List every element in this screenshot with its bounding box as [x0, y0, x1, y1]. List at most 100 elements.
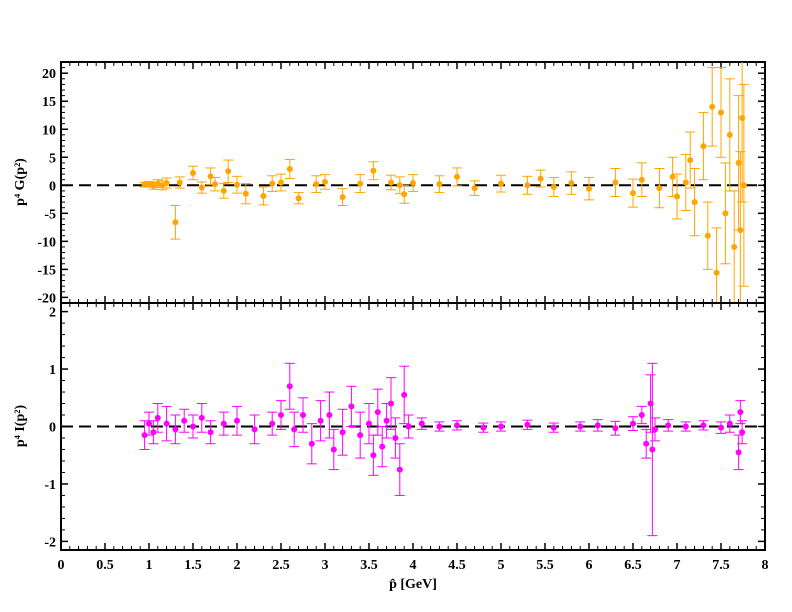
bottom-data-point — [172, 426, 179, 433]
top-y-tick-label: -20 — [37, 291, 56, 306]
top-data-point — [207, 173, 214, 180]
bottom-data-point — [649, 446, 656, 453]
top-y-tick-label: 10 — [42, 123, 56, 138]
top-data-point — [722, 210, 729, 217]
bottom-data-point — [326, 412, 333, 419]
top-y-axis-label: p⁴ G(p²) — [13, 158, 28, 206]
bottom-data-point — [220, 420, 227, 427]
bottom-data-point — [612, 425, 619, 432]
bottom-data-point — [418, 420, 425, 427]
bottom-y-tick-label: -1 — [44, 478, 56, 493]
bottom-data-point — [300, 412, 306, 419]
top-y-tick-label: 0 — [49, 179, 56, 194]
top-data-point — [709, 103, 716, 110]
bottom-data-point — [251, 426, 258, 433]
top-data-point — [704, 232, 711, 239]
x-tick-label: 2.5 — [272, 558, 290, 573]
top-data-point — [278, 179, 284, 186]
top-data-point — [357, 180, 364, 187]
top-data-point — [687, 157, 694, 164]
bottom-data-point — [405, 423, 412, 430]
bottom-data-point — [146, 420, 152, 427]
top-data-points — [139, 62, 749, 303]
x-tick-label: 5 — [498, 558, 505, 573]
x-axis-label: p̂ [GeV] — [389, 577, 437, 592]
bottom-data-point — [374, 409, 381, 416]
top-data-point — [454, 173, 460, 180]
x-tick-label: 2 — [234, 558, 241, 573]
top-y-tick-label: -5 — [44, 207, 56, 222]
top-data-point — [700, 143, 707, 150]
top-data-point — [269, 180, 276, 187]
top-data-point — [550, 183, 557, 190]
bottom-data-point — [339, 429, 346, 436]
x-tick-label: 5.5 — [536, 558, 554, 573]
top-data-point — [176, 179, 183, 186]
bottom-data-point — [665, 422, 672, 429]
top-data-point — [713, 269, 720, 276]
bottom-data-point — [388, 400, 394, 407]
bottom-data-point — [638, 412, 645, 419]
bottom-data-point — [401, 391, 408, 398]
x-tick-label: 3 — [322, 558, 329, 573]
bottom-data-point — [643, 440, 650, 447]
top-data-point — [234, 181, 240, 188]
top-data-point — [141, 181, 148, 188]
bottom-data-point — [370, 452, 377, 459]
top-data-point — [339, 194, 346, 201]
x-tick-label: 6.5 — [624, 558, 642, 573]
bottom-data-point — [737, 409, 744, 416]
bottom-data-point — [392, 434, 399, 441]
top-data-point — [612, 179, 619, 186]
top-data-point — [524, 182, 531, 189]
top-y-tick-label: -10 — [37, 235, 56, 250]
x-tick-label: 3.5 — [360, 558, 378, 573]
top-panel: -20 -15 -10 -5 0 5 10 15 20 p⁴ G(p²) — [13, 61, 766, 306]
bottom-data-point — [735, 449, 742, 456]
top-data-point — [718, 109, 724, 116]
top-data-point — [163, 180, 170, 187]
bottom-y-tick-label: 0 — [49, 421, 56, 436]
bottom-y-tick-label: 1 — [49, 363, 56, 378]
top-data-point — [737, 227, 744, 234]
top-y-tick-label: -15 — [37, 263, 56, 278]
bottom-data-point — [163, 420, 170, 427]
bottom-data-point — [652, 426, 658, 433]
top-data-point — [172, 219, 179, 226]
x-tick-label: 4 — [410, 558, 417, 573]
top-y-tick-label: 15 — [42, 95, 56, 110]
bottom-data-point — [739, 429, 746, 436]
bottom-data-point — [524, 421, 531, 428]
bottom-data-point — [330, 446, 337, 453]
bottom-data-point — [454, 422, 460, 429]
bottom-data-point — [278, 412, 284, 419]
bottom-panel-ticks: 0 0.5 1 1.5 2 2.5 3 3.5 4 4.5 5 5.5 6 6.5 7 7.5 8 -2 -1 0 1 2 — [44, 303, 769, 573]
bottom-data-point — [379, 443, 386, 450]
x-tick-label: 0 — [58, 558, 65, 573]
bottom-data-point — [269, 420, 276, 427]
bottom-data-point — [630, 420, 636, 427]
top-data-point — [691, 199, 698, 206]
bottom-data-point — [594, 422, 601, 429]
top-data-point — [313, 181, 320, 188]
top-data-point — [726, 131, 733, 138]
top-data-point — [410, 180, 416, 187]
top-data-point — [212, 181, 218, 188]
x-tick-label: 1 — [146, 558, 153, 573]
bottom-data-point — [383, 417, 390, 424]
bottom-data-point — [498, 423, 504, 430]
bottom-y-axis-label: p⁴ I(p²) — [13, 405, 28, 448]
top-data-point — [471, 185, 478, 192]
bottom-data-point — [577, 423, 584, 430]
top-data-point — [674, 193, 680, 200]
top-data-point — [401, 191, 408, 198]
top-data-point — [731, 243, 738, 250]
top-data-point — [740, 182, 747, 189]
top-y-tick-label: 20 — [42, 67, 56, 82]
bottom-data-point — [348, 403, 355, 410]
top-data-point — [537, 175, 544, 182]
bottom-y-tick-label: -2 — [44, 535, 56, 550]
top-data-point — [198, 184, 205, 191]
x-tick-label: 7.5 — [712, 558, 730, 573]
bottom-data-point — [550, 424, 557, 431]
